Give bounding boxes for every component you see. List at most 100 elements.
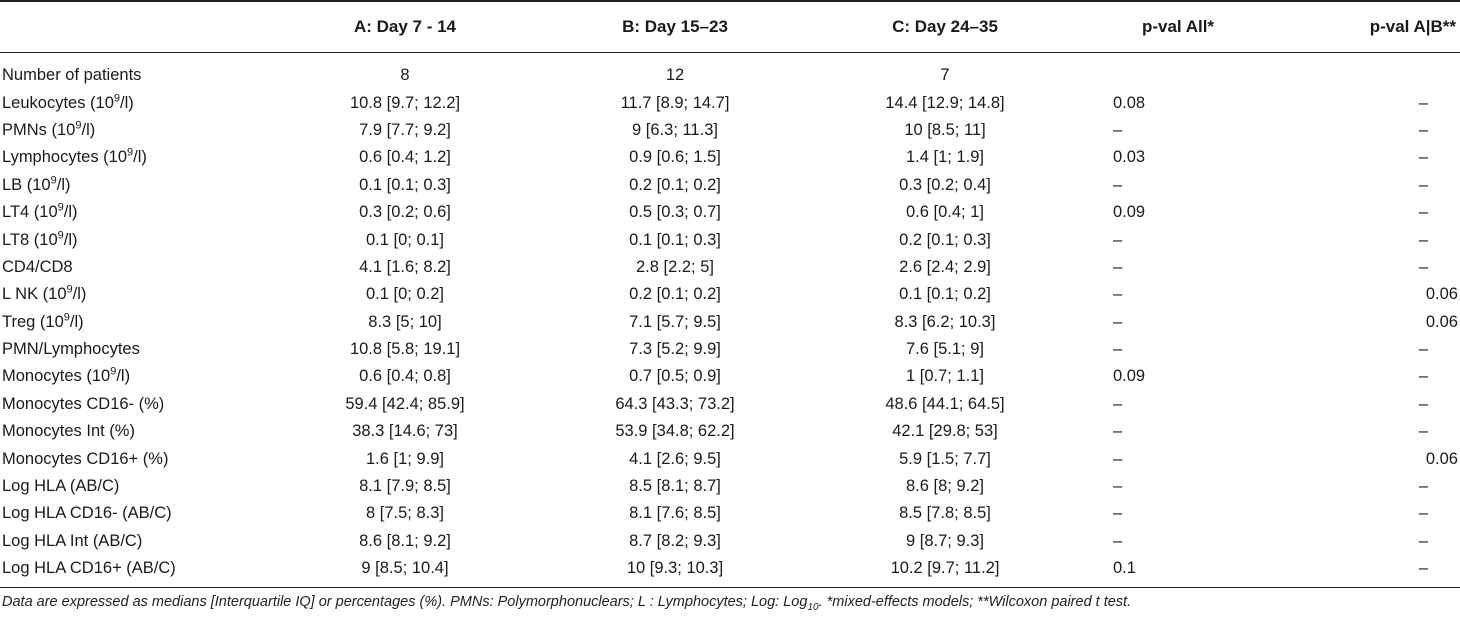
cell-p-ab: –	[1418, 531, 1428, 550]
row-label-text: Log HLA CD16- (AB/C)	[2, 504, 172, 523]
cell-group-b: 10 [9.3; 10.3]	[626, 559, 724, 578]
cell-group-b: 2.8 [2.2; 5]	[636, 257, 714, 276]
cell-p-ab: –	[1418, 175, 1428, 194]
row-label-superscript: 9	[113, 92, 121, 105]
row-label-unit: /l)	[133, 148, 147, 167]
header-group-b: B: Day 15–23	[622, 16, 728, 36]
row-label-unit: /l)	[72, 285, 87, 304]
row-label: Log HLA CD16- (AB/C)	[0, 500, 270, 527]
cell-group-c: 48.6 [44.1; 64.5]	[885, 394, 1005, 413]
table-row: LT4 (109/l) 0.3 [0.2; 0.6] 0.5 [0.3; 0.7] 0…	[0, 199, 1460, 226]
row-label: LB (109/l)	[0, 172, 270, 199]
row-label-text: Monocytes CD16- (%)	[2, 394, 165, 413]
row-label-superscript: 9	[127, 146, 134, 159]
table-row: Monocytes CD16+ (%) 1.6 [1; 9.9] 4.1 [2.6;…	[0, 445, 1460, 472]
row-label-text: PMN/Lymphocytes	[2, 340, 140, 359]
cell-p-all: –	[1113, 285, 1123, 304]
table-row: Log HLA CD16- (AB/C) 8 [7.5; 8.3] 8.1 [7.6…	[0, 500, 1460, 527]
cell-group-a: 9 [8.5; 10.4]	[361, 559, 449, 578]
cell-p-all: –	[1113, 257, 1123, 276]
cell-p-all: –	[1113, 394, 1123, 413]
cell-group-c: 2.6 [2.4; 2.9]	[899, 257, 991, 276]
cell-p-ab: –	[1418, 148, 1428, 167]
row-label-unit: /l)	[56, 175, 71, 194]
cell-group-b: 0.2 [0.1; 0.2]	[629, 285, 721, 304]
cell-group-a: 1.6 [1; 9.9]	[366, 449, 444, 468]
cell-p-all: 0.08	[1113, 93, 1146, 112]
cell-group-a: 8.6 [8.1; 9.2]	[359, 531, 451, 550]
cell-group-b: 64.3 [43.3; 73.2]	[615, 394, 735, 413]
table-row: Log HLA Int (AB/C) 8.6 [8.1; 9.2] 8.7 [8.2…	[0, 528, 1460, 555]
cell-p-all: –	[1113, 449, 1123, 468]
bottom-rule	[0, 587, 1460, 588]
row-label: Treg (109/l)	[0, 309, 270, 336]
row-label-text: Monocytes Int (%)	[2, 422, 135, 441]
cell-group-b: 0.1 [0.1; 0.3]	[629, 230, 721, 249]
header-rule	[0, 52, 1460, 53]
row-label-superscript: 9	[57, 229, 64, 242]
cell-p-ab: 0.06	[1425, 312, 1458, 331]
row-label: Log HLA Int (AB/C)	[0, 528, 270, 555]
cell-group-a: 8.1 [7.9; 8.5]	[359, 477, 451, 496]
row-label: Number of patients	[0, 53, 270, 89]
row-label-text: LT8 (10	[2, 230, 58, 249]
row-label-text: Treg (10	[2, 312, 64, 331]
row-label-text: PMNs (10	[2, 120, 76, 139]
row-label-text: CD4/CD8	[2, 257, 73, 276]
table-row: PMNs (109/l) 7.9 [7.7; 9.2] 9 [6.3; 11.3] 1…	[0, 117, 1460, 144]
cell-group-b: 0.2 [0.1; 0.2]	[629, 175, 721, 194]
header-label	[0, 0, 270, 53]
row-label-unit: /l)	[81, 120, 96, 139]
cell-group-c: 0.6 [0.4; 1]	[906, 203, 984, 222]
cell-group-a: 10.8 [5.8; 19.1]	[349, 340, 461, 359]
cell-group-a: 59.4 [42.4; 85.9]	[345, 394, 465, 413]
row-label: L NK (109/l)	[0, 281, 270, 308]
table-row: Number of patients 8 12 7	[0, 53, 1460, 89]
cell-group-a: 10.8 [9.7; 12.2]	[349, 93, 461, 112]
row-label-superscript: 9	[110, 365, 117, 378]
cell-p-all: –	[1113, 312, 1123, 331]
cell-p-all	[1080, 53, 1276, 89]
row-label-text: Leukocytes (10	[2, 93, 114, 112]
cell-p-all: 0.1	[1113, 559, 1136, 578]
cell-group-b: 0.9 [0.6; 1.5]	[629, 148, 721, 167]
row-label-text: Number of patients	[2, 66, 142, 85]
cell-group-c: 7	[940, 66, 950, 85]
table-row: Leukocytes (109/l) 10.8 [9.7; 12.2] 11.7 […	[0, 89, 1460, 116]
cell-group-b: 11.7 [8.9; 14.7]	[620, 93, 730, 112]
results-table: A: Day 7 - 14 B: Day 15–23 C: Day 24–35 …	[0, 0, 1460, 582]
cell-p-ab: –	[1418, 340, 1428, 359]
row-label: Log HLA CD16+ (AB/C)	[0, 555, 270, 582]
cell-group-a: 38.3 [14.6; 73]	[352, 422, 458, 441]
cell-group-c: 9 [8.7; 9.3]	[906, 531, 984, 550]
cell-p-all: –	[1113, 531, 1123, 550]
cell-group-c: 10.2 [9.7; 11.2]	[890, 559, 1000, 578]
cell-p-all: –	[1113, 422, 1123, 441]
cell-group-c: 1.4 [1; 1.9]	[906, 148, 984, 167]
row-label-unit: /l)	[116, 367, 131, 386]
cell-group-c: 0.2 [0.1; 0.3]	[899, 230, 991, 249]
table-row: Log HLA (AB/C) 8.1 [7.9; 8.5] 8.5 [8.1; 8.…	[0, 473, 1460, 500]
table-body: Number of patients 8 12 7 Leukocytes (109/l)…	[0, 53, 1460, 582]
cell-group-a: 8 [7.5; 8.3]	[366, 504, 444, 523]
cell-group-a: 0.6 [0.4; 1.2]	[359, 148, 451, 167]
cell-group-c: 8.6 [8; 9.2]	[906, 477, 984, 496]
cell-p-all: –	[1113, 504, 1123, 523]
cell-p-ab: –	[1418, 394, 1428, 413]
table-row: Lymphocytes (109/l) 0.6 [0.4; 1.2] 0.9 [0.…	[0, 144, 1460, 171]
cell-group-c: 5.9 [1.5; 7.7]	[899, 449, 991, 468]
cell-group-a: 7.9 [7.7; 9.2]	[359, 120, 451, 139]
row-label-text: Log HLA Int (AB/C)	[2, 531, 143, 550]
cell-group-b: 4.1 [2.6; 9.5]	[629, 449, 721, 468]
row-label: Leukocytes (109/l)	[0, 89, 270, 116]
row-label-text: LT4 (10	[2, 203, 58, 222]
cell-p-ab	[1276, 53, 1460, 89]
footnote-text-end: . *mixed-effects models; **Wilcoxon pair…	[818, 594, 1132, 610]
cell-p-all: –	[1113, 340, 1123, 359]
cell-group-c: 7.6 [5.1; 9]	[906, 340, 984, 359]
row-label-text: Lymphocytes (10	[2, 148, 128, 167]
row-label-superscript: 9	[50, 174, 57, 187]
table-row: CD4/CD8 4.1 [1.6; 8.2] 2.8 [2.2; 5] 2.6 [2.…	[0, 254, 1460, 281]
cell-p-ab: –	[1418, 93, 1428, 112]
header-p-all: p-val All*	[1141, 16, 1215, 36]
